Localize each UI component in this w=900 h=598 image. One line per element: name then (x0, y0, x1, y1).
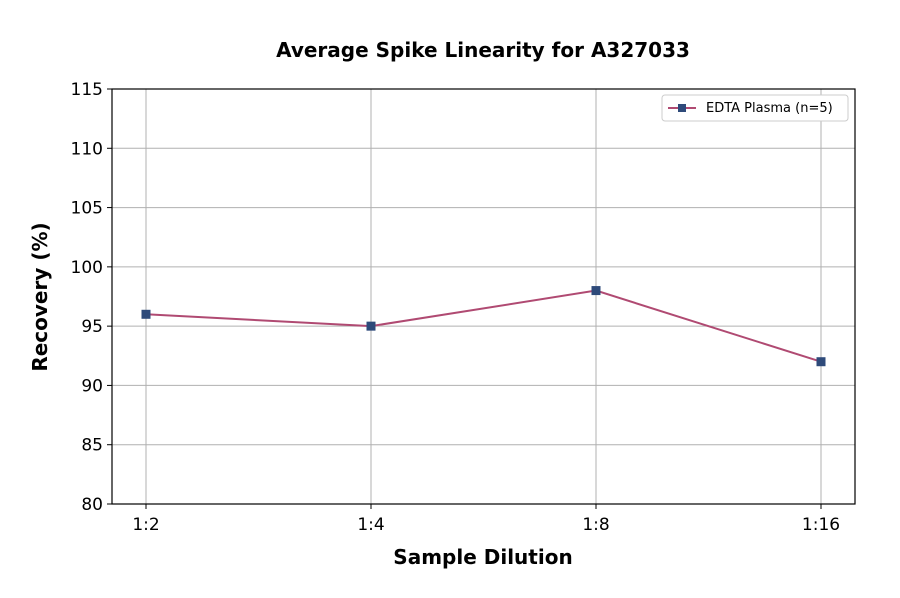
y-tick-label: 110 (71, 139, 103, 159)
data-point (816, 357, 826, 367)
x-tick-label: 1:16 (802, 515, 840, 535)
x-tick-label: 1:8 (582, 515, 609, 535)
data-point (591, 286, 601, 296)
y-axis-label: Recovery (%) (28, 222, 52, 371)
plot-frame (111, 88, 856, 505)
y-tick-label: 105 (71, 199, 103, 219)
y-tick-label: 80 (81, 495, 103, 515)
y-tick-label: 95 (81, 317, 103, 337)
legend-box (661, 94, 849, 122)
legend-marker (678, 104, 686, 112)
y-tick-label: 100 (71, 258, 103, 278)
series-line (145, 289, 822, 363)
data-point (141, 309, 151, 319)
y-tick-label: 115 (71, 80, 103, 100)
y-tick-label: 85 (81, 436, 103, 456)
legend: EDTA Plasma (n=5) (661, 94, 849, 122)
chart-title: Average Spike Linearity for A327033 (276, 38, 690, 62)
legend-label: EDTA Plasma (n=5) (706, 101, 833, 116)
x-tick-label: 1:4 (357, 515, 384, 535)
y-tick-label: 90 (81, 376, 103, 396)
data-point (366, 321, 376, 331)
x-axis-label: Sample Dilution (393, 545, 572, 569)
x-tick-label: 1:2 (132, 515, 159, 535)
